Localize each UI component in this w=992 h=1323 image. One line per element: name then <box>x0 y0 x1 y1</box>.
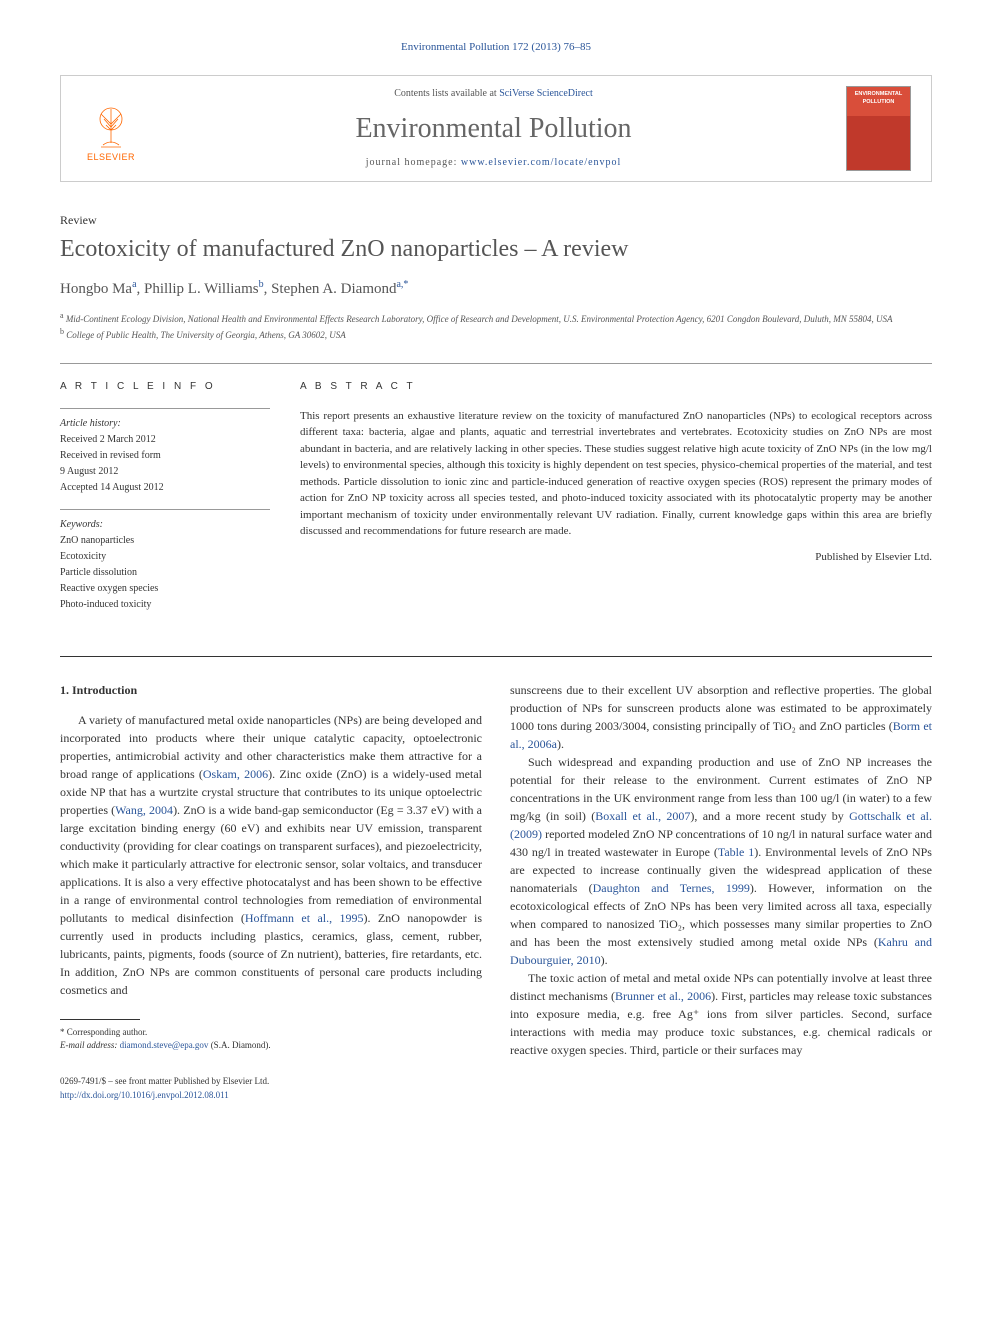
doi-link[interactable]: http://dx.doi.org/10.1016/j.envpol.2012.… <box>60 1089 482 1103</box>
history-revised: Received in revised form <box>60 449 270 463</box>
col1-p1-c: ). ZnO is a wide band-gap semiconductor … <box>60 803 482 925</box>
keywords-block: Keywords: ZnO nanoparticles Ecotoxicity … <box>60 509 270 612</box>
col2-para-3: The toxic action of metal and metal oxid… <box>510 969 932 1059</box>
footnote-separator <box>60 1019 140 1020</box>
article-title: Ecotoxicity of manufactured ZnO nanopart… <box>60 235 932 264</box>
article-info-col: A R T I C L E I N F O Article history: R… <box>60 380 270 626</box>
body-col-right: sunscreens due to their excellent UV abs… <box>510 681 932 1102</box>
author-2-sup: b <box>259 279 264 290</box>
homepage-url[interactable]: www.elsevier.com/locate/envpol <box>461 157 621 168</box>
section-1-heading: 1. Introduction <box>60 681 482 699</box>
contents-line: Contents lists available at SciVerse Sci… <box>141 87 846 101</box>
email-address[interactable]: diamond.steve@epa.gov <box>120 1040 209 1050</box>
publisher-line: Published by Elsevier Ltd. <box>300 550 932 565</box>
history-label: Article history: <box>60 417 270 431</box>
article-type: Review <box>60 212 932 229</box>
journal-center: Contents lists available at SciVerse Sci… <box>141 87 846 170</box>
journal-name: Environmental Pollution <box>141 109 846 148</box>
copyright-line: 0269-7491/$ – see front matter Published… <box>60 1075 482 1089</box>
keywords-label: Keywords: <box>60 518 270 532</box>
contents-prefix: Contents lists available at <box>394 88 499 99</box>
author-1-sup: a <box>132 279 136 290</box>
abstract-heading: A B S T R A C T <box>300 380 932 394</box>
history-revised-date: 9 August 2012 <box>60 465 270 479</box>
email-line: E-mail address: diamond.steve@epa.gov (S… <box>60 1039 482 1052</box>
authors: Hongbo Maa, Phillip L. Williamsb, Stephe… <box>60 278 932 300</box>
col1-para-1: A variety of manufactured metal oxide na… <box>60 711 482 999</box>
col2-p1-b: ). <box>557 737 564 751</box>
abstract-col: A B S T R A C T This report presents an … <box>300 380 932 626</box>
corresponding-author: * Corresponding author. <box>60 1026 482 1039</box>
homepage-line: journal homepage: www.elsevier.com/locat… <box>141 156 846 170</box>
separator-body <box>60 656 932 657</box>
keyword-2: Ecotoxicity <box>60 550 270 564</box>
aff-text-a: Mid-Continent Ecology Division, National… <box>66 314 893 324</box>
keyword-1: ZnO nanoparticles <box>60 534 270 548</box>
cite-daughton[interactable]: Daughton and Ternes, 1999 <box>593 881 750 895</box>
aff-text-b: College of Public Health, The University… <box>66 330 346 340</box>
elsevier-logo: ELSEVIER <box>81 94 141 164</box>
history-accepted: Accepted 14 August 2012 <box>60 481 270 495</box>
cover-title-bottom: POLLUTION <box>863 99 895 107</box>
cite-oskam[interactable]: Oskam, 2006 <box>203 767 268 781</box>
author-2: Phillip L. Williams <box>144 281 259 297</box>
history-received: Received 2 March 2012 <box>60 433 270 447</box>
affiliation-a: a Mid-Continent Ecology Division, Nation… <box>60 310 932 327</box>
body-columns: 1. Introduction A variety of manufacture… <box>60 681 932 1102</box>
homepage-prefix: journal homepage: <box>366 157 461 168</box>
cover-title-top: ENVIRONMENTAL <box>855 91 903 99</box>
aff-sup-b: b <box>60 327 64 336</box>
col2-p1-a: sunscreens due to their excellent UV abs… <box>510 683 932 733</box>
elsevier-label: ELSEVIER <box>87 151 135 164</box>
journal-cover-thumbnail: ENVIRONMENTAL POLLUTION <box>846 86 911 171</box>
col2-p2-b: ), and a more recent study by <box>690 809 849 823</box>
aff-sup-a: a <box>60 311 64 320</box>
author-3-sup: a,* <box>396 279 408 290</box>
author-1: Hongbo Ma <box>60 281 132 297</box>
author-3: Stephen A. Diamond <box>271 281 396 297</box>
info-abstract-row: A R T I C L E I N F O Article history: R… <box>60 380 932 626</box>
col2-para-2: Such widespread and expanding production… <box>510 753 932 969</box>
elsevier-tree-icon <box>86 101 136 151</box>
keyword-4: Reactive oxygen species <box>60 582 270 596</box>
footnote: * Corresponding author. E-mail address: … <box>60 1026 482 1051</box>
col2-para-1: sunscreens due to their excellent UV abs… <box>510 681 932 753</box>
contents-link[interactable]: SciVerse ScienceDirect <box>499 88 593 99</box>
keyword-3: Particle dissolution <box>60 566 270 580</box>
email-label: E-mail address: <box>60 1040 117 1050</box>
email-suffix: (S.A. Diamond). <box>211 1040 271 1050</box>
cite-hoffmann[interactable]: Hoffmann et al., 1995 <box>245 911 364 925</box>
bottom-box: 0269-7491/$ – see front matter Published… <box>60 1075 482 1102</box>
keyword-5: Photo-induced toxicity <box>60 598 270 612</box>
affiliation-b: b College of Public Health, The Universi… <box>60 326 932 343</box>
article-info-heading: A R T I C L E I N F O <box>60 380 270 394</box>
cite-wang[interactable]: Wang, 2004 <box>115 803 173 817</box>
cite-boxall[interactable]: Boxall et al., 2007 <box>595 809 690 823</box>
col2-p2-f: ). <box>601 953 608 967</box>
body-col-left: 1. Introduction A variety of manufacture… <box>60 681 482 1102</box>
affiliations: a Mid-Continent Ecology Division, Nation… <box>60 310 932 343</box>
history-block: Article history: Received 2 March 2012 R… <box>60 408 270 495</box>
cite-table1[interactable]: Table 1 <box>718 845 754 859</box>
cite-brunner[interactable]: Brunner et al., 2006 <box>615 989 711 1003</box>
abstract-text: This report presents an exhaustive liter… <box>300 408 932 540</box>
journal-box: ELSEVIER Contents lists available at Sci… <box>60 75 932 182</box>
separator-top <box>60 363 932 364</box>
page-header: Environmental Pollution 172 (2013) 76–85 <box>60 40 932 55</box>
